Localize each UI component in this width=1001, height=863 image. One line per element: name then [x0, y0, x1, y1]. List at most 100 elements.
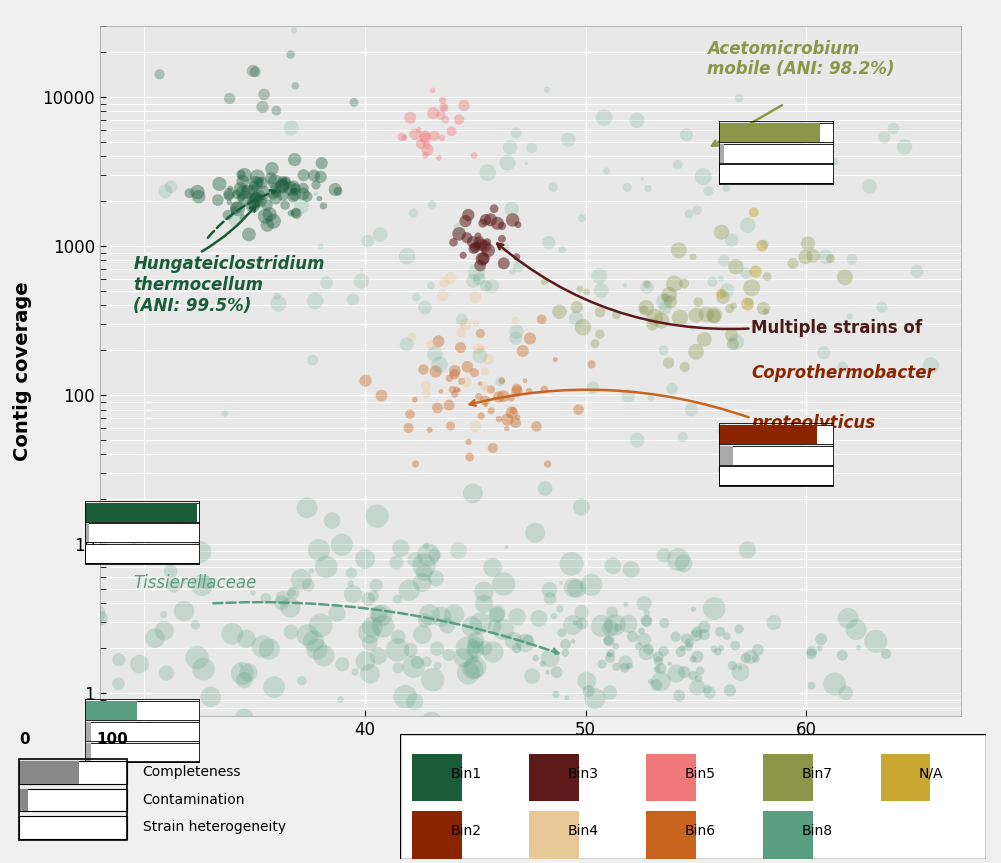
- Point: [435, 100, 451, 114]
- Bar: [719, 446, 834, 464]
- Point: [480, 243, 496, 257]
- Point: [552, 305, 568, 318]
- Point: [402, 407, 418, 421]
- Point: [539, 83, 555, 97]
- Point: [442, 419, 458, 433]
- Point: [486, 202, 503, 216]
- Point: [635, 172, 651, 186]
- Text: proteolyticus: proteolyticus: [752, 414, 876, 432]
- Point: [699, 307, 715, 321]
- Point: [529, 419, 545, 433]
- Bar: [647, 811, 696, 859]
- Point: [126, 538, 142, 551]
- Point: [432, 108, 448, 122]
- Point: [455, 651, 471, 665]
- Point: [267, 175, 283, 189]
- Point: [724, 328, 740, 342]
- Point: [574, 500, 590, 513]
- Point: [396, 131, 412, 145]
- Point: [421, 423, 437, 437]
- Point: [662, 287, 678, 301]
- Point: [472, 259, 488, 273]
- Point: [774, 154, 790, 168]
- Point: [393, 541, 409, 555]
- Bar: [530, 811, 579, 859]
- Point: [587, 691, 603, 705]
- Point: [234, 666, 250, 680]
- Point: [643, 675, 659, 689]
- Point: [495, 577, 512, 591]
- Point: [581, 684, 597, 698]
- Point: [476, 641, 492, 655]
- Point: [398, 337, 414, 351]
- Point: [443, 124, 459, 138]
- Point: [610, 620, 626, 634]
- Point: [457, 318, 473, 331]
- Point: [470, 342, 486, 356]
- Point: [308, 178, 324, 192]
- Point: [715, 290, 731, 304]
- Point: [267, 191, 283, 205]
- Point: [682, 636, 698, 650]
- Point: [574, 211, 590, 225]
- Point: [362, 667, 378, 681]
- Point: [568, 616, 584, 630]
- X-axis label: %GC: %GC: [504, 750, 558, 771]
- Point: [558, 638, 574, 652]
- Point: [493, 374, 510, 387]
- Point: [194, 578, 210, 592]
- Text: N/A: N/A: [919, 766, 943, 781]
- Point: [235, 186, 251, 199]
- Point: [71, 588, 87, 602]
- Point: [405, 660, 421, 674]
- Point: [757, 237, 773, 251]
- Point: [684, 403, 700, 417]
- Point: [528, 526, 544, 539]
- Point: [658, 291, 674, 305]
- Point: [509, 324, 525, 338]
- Point: [460, 208, 476, 222]
- Point: [688, 345, 704, 359]
- Point: [53, 600, 69, 614]
- Point: [827, 155, 843, 169]
- Point: [268, 186, 284, 200]
- Point: [237, 192, 253, 205]
- Point: [617, 661, 633, 675]
- Point: [477, 398, 493, 412]
- Point: [464, 662, 480, 676]
- Point: [459, 641, 475, 655]
- Point: [483, 404, 499, 418]
- Point: [453, 325, 469, 339]
- Point: [584, 357, 600, 371]
- Point: [689, 628, 705, 642]
- Point: [479, 235, 495, 249]
- Text: Contamination: Contamination: [142, 793, 245, 807]
- Point: [368, 578, 384, 592]
- Point: [245, 64, 261, 78]
- Point: [228, 201, 244, 215]
- Point: [388, 556, 404, 570]
- Point: [236, 168, 252, 182]
- Point: [629, 113, 645, 127]
- Point: [470, 390, 486, 404]
- Point: [275, 187, 291, 201]
- Point: [722, 683, 738, 697]
- Point: [691, 295, 707, 309]
- Point: [311, 544, 327, 557]
- Point: [450, 383, 466, 397]
- Point: [483, 279, 499, 293]
- Point: [499, 413, 516, 426]
- Point: [426, 347, 442, 361]
- Point: [543, 651, 559, 665]
- Point: [467, 419, 483, 433]
- Point: [601, 633, 617, 647]
- Point: [663, 295, 679, 309]
- Point: [417, 148, 433, 162]
- Point: [575, 320, 591, 334]
- Point: [233, 658, 249, 672]
- Point: [458, 230, 474, 244]
- Point: [662, 657, 678, 671]
- Point: [357, 374, 373, 387]
- Point: [433, 610, 449, 624]
- Point: [482, 213, 498, 227]
